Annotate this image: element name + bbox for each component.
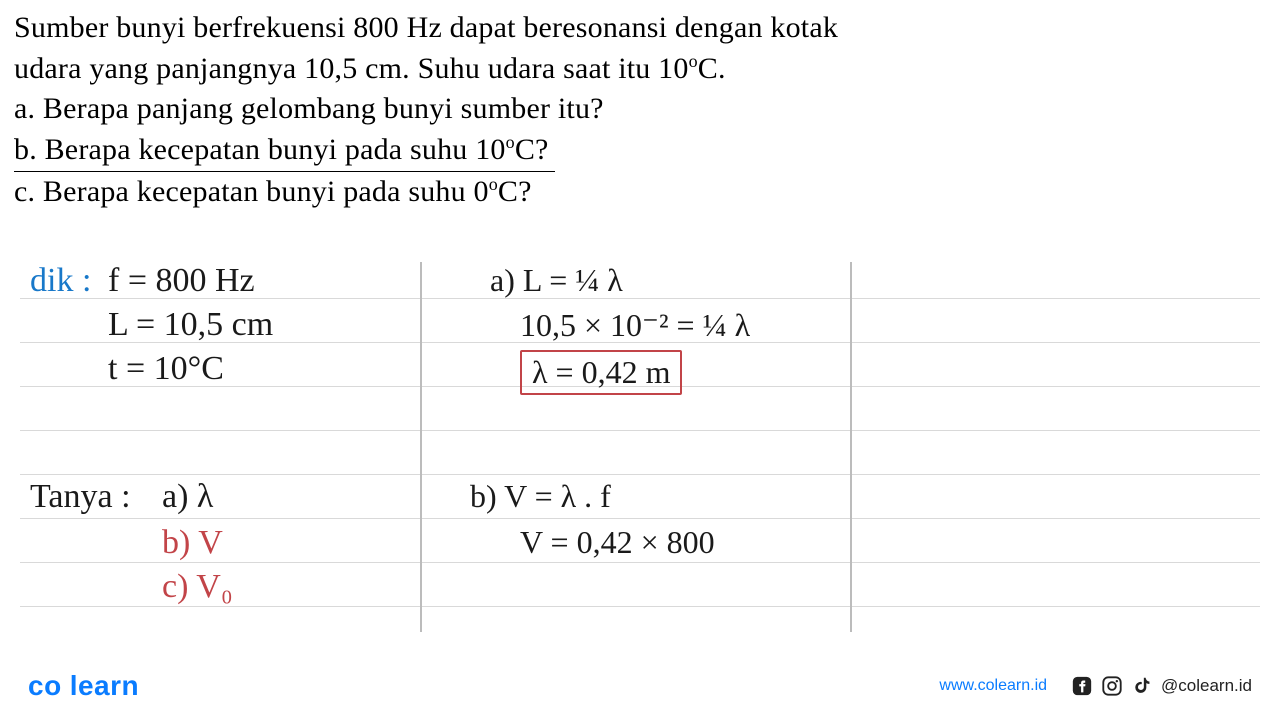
- handwriting-b_eq: V = 0,42 × 800: [520, 524, 715, 561]
- ruled-line: [20, 518, 1260, 519]
- question-text: Sumber bunyi berfrekuensi 800 Hz dapat b…: [0, 0, 1280, 215]
- ruled-line: [20, 562, 1260, 563]
- handwriting-a_head: a) L = ¼ λ: [490, 262, 623, 299]
- ruled-line: [20, 430, 1260, 431]
- handwriting-dik_f: f = 800 Hz: [108, 262, 255, 300]
- worksheet-area: dik : f = 800 Hz L = 10,5 cm t = 10°C Tanya …: [20, 262, 1260, 632]
- footer-url: www.colearn.id: [939, 677, 1047, 695]
- question-item-c: c. Berapa kecepatan bunyi pada suhu 0oC?: [14, 172, 1266, 213]
- question-item-a: a. Berapa panjang gelombang bunyi sumber…: [14, 89, 1266, 130]
- handwriting-dik_t: t = 10°C: [108, 350, 224, 388]
- handwriting-tanya_a: a) λ: [162, 478, 213, 516]
- column-divider: [420, 262, 422, 632]
- facebook-icon: [1071, 675, 1093, 697]
- social-icons: @colearn.id: [1071, 675, 1252, 697]
- footer: colearn www.colearn.id @colearn.id: [0, 670, 1280, 702]
- question-line-1: Sumber bunyi berfrekuensi 800 Hz dapat b…: [14, 8, 1266, 49]
- handwriting-a_ans: λ = 0,42 m: [520, 350, 682, 395]
- handwriting-tanya_lbl: Tanya :: [30, 478, 131, 516]
- ruled-line: [20, 606, 1260, 607]
- social-handle: @colearn.id: [1161, 676, 1252, 696]
- question-item-b: b. Berapa kecepatan bunyi pada suhu 10oC…: [14, 130, 555, 173]
- ruled-line: [20, 474, 1260, 475]
- handwriting-a_eq: 10,5 × 10⁻² = ¼ λ: [520, 306, 750, 344]
- question-line-2: udara yang panjangnya 10,5 cm. Suhu udar…: [14, 49, 1266, 90]
- handwriting-dik_label: dik :: [30, 262, 91, 300]
- handwriting-tanya_c: c) V₀: [162, 568, 233, 606]
- brand-logo: colearn: [28, 670, 139, 702]
- column-divider: [850, 262, 852, 632]
- handwriting-dik_L: L = 10,5 cm: [108, 306, 273, 344]
- tiktok-icon: [1131, 675, 1153, 697]
- instagram-icon: [1101, 675, 1123, 697]
- handwriting-b_head: b) V = λ . f: [470, 478, 611, 515]
- handwriting-tanya_b: b) V: [162, 524, 223, 562]
